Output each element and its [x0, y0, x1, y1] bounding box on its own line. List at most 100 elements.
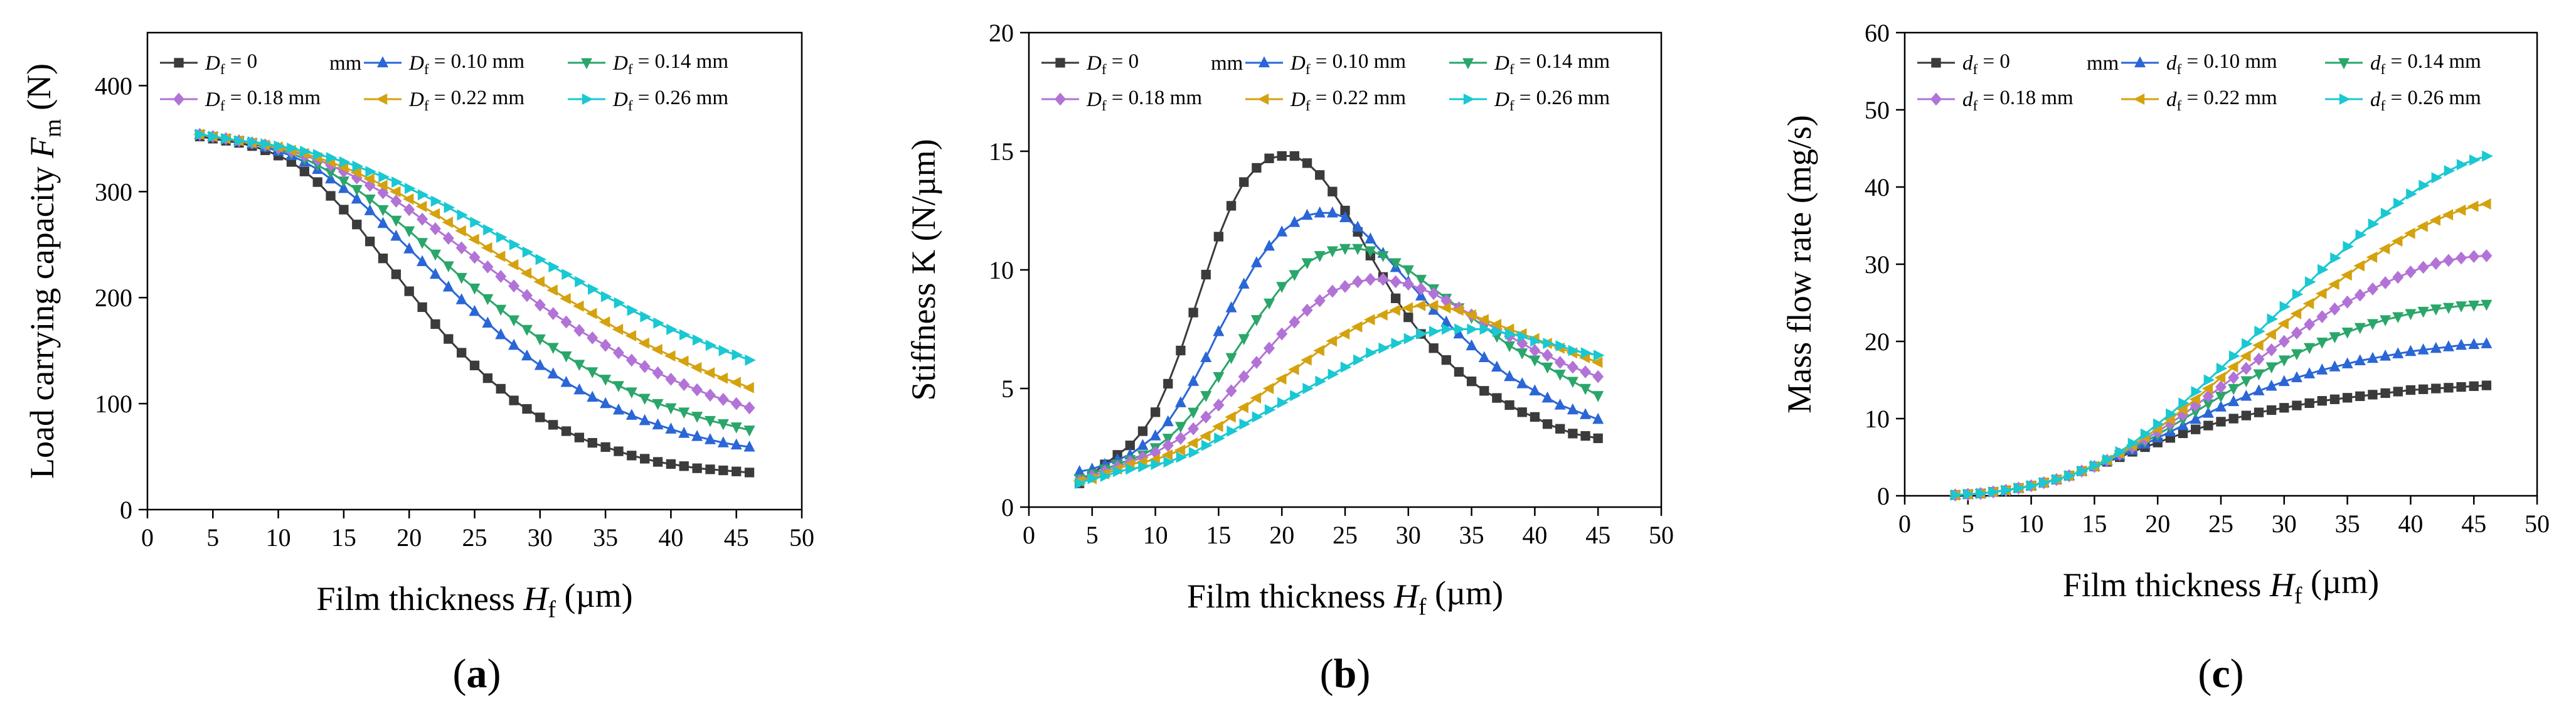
data-point: [2430, 257, 2442, 270]
data-point: [1199, 430, 1211, 442]
data-point: [402, 193, 414, 205]
x-tick-label: 20: [1269, 521, 1294, 549]
data-point: [442, 261, 454, 272]
x-axis-title-part: f: [548, 596, 556, 623]
data-point: [730, 422, 742, 434]
data-point: [1477, 314, 1489, 326]
data-point: [2417, 260, 2429, 274]
legend-label-part: D: [1494, 88, 1509, 111]
data-point: [2329, 360, 2341, 372]
data-point: [1138, 461, 1149, 473]
data-point: [2304, 343, 2316, 355]
data-point: [2456, 338, 2467, 350]
data-point: [1479, 386, 1489, 396]
data-point: [625, 409, 637, 420]
data-point: [1225, 411, 1236, 423]
data-point: [2265, 362, 2277, 373]
data-point: [1391, 338, 1402, 350]
legend-entry-6: Df = 0.26 mm: [568, 87, 728, 114]
data-point: [2291, 326, 2302, 340]
data-point: [1529, 344, 1541, 357]
legend-label-part: = 0.14 mm: [2385, 50, 2481, 73]
data-point: [1592, 391, 1604, 402]
legend-label-part: = 0.14 mm: [633, 50, 729, 73]
data-point: [2482, 150, 2493, 162]
data-point: [653, 317, 664, 329]
data-point: [614, 446, 624, 456]
data-point: [469, 360, 480, 370]
legend-label: Df = 0.22 mm: [408, 87, 524, 114]
x-axis-title-part: Film thickness: [2063, 566, 2270, 604]
y-tick-label: 200: [95, 284, 132, 312]
data-point: [2090, 460, 2101, 472]
data-point: [403, 242, 415, 254]
data-point: [521, 324, 533, 336]
legend-label-part: D: [1086, 88, 1102, 111]
legend-entry-3: Df = 0.14 mm: [568, 50, 728, 77]
legend-marker: [2339, 94, 2351, 105]
data-point: [1951, 489, 1962, 501]
data-point: [287, 142, 298, 154]
data-point: [364, 178, 376, 192]
data-point: [2354, 354, 2366, 365]
data-point: [2215, 392, 2227, 403]
data-point: [1555, 424, 1565, 434]
y-axis-title-part: F: [23, 137, 61, 159]
data-point: [508, 315, 520, 327]
data-point: [1213, 399, 1225, 412]
data-point: [2380, 207, 2392, 219]
data-point: [1963, 488, 1975, 500]
legend-marker: [376, 94, 388, 105]
data-point: [2468, 338, 2480, 350]
y-axis-title-part: Stiffness K (N/µm): [905, 139, 942, 400]
y-axis-title: Mass flow rate (mg/s): [1780, 115, 1818, 413]
x-axis-title-part: Film thickness: [316, 580, 523, 618]
legend-entry-6: Df = 0.26 mm: [1449, 87, 1610, 114]
legend-label-part: D: [612, 88, 628, 111]
legend-label-part: = 0.18 mm: [225, 87, 321, 109]
x-tick-label: 40: [1522, 521, 1547, 549]
data-point: [2456, 159, 2468, 171]
legend-label: Df = 0: [205, 50, 257, 77]
data-point: [1592, 370, 1604, 383]
data-point: [600, 397, 612, 409]
data-point: [600, 375, 612, 386]
data-point: [625, 353, 637, 367]
data-point: [732, 349, 743, 361]
data-point: [587, 390, 599, 402]
x-tick-label: 10: [266, 523, 291, 552]
data-point: [1516, 348, 1528, 360]
x-axis-title-part: (µm): [556, 577, 633, 614]
data-point: [2355, 229, 2367, 241]
data-point: [2456, 251, 2467, 265]
legend-label-part: f: [1306, 97, 1311, 114]
data-point: [2392, 270, 2404, 284]
data-point: [612, 323, 624, 335]
data-point: [1073, 464, 1085, 476]
data-point: [417, 238, 428, 249]
legend-label-part: f: [1102, 97, 1107, 114]
data-point: [457, 209, 468, 221]
data-point: [679, 461, 689, 471]
data-point: [2201, 383, 2213, 395]
data-point: [1238, 334, 1250, 345]
data-point: [1151, 458, 1162, 470]
data-point: [1226, 201, 1237, 211]
y-tick-label: 300: [95, 178, 132, 206]
legend-entry-4: Df = 0.18 mm: [160, 87, 321, 114]
panel-label-part: b: [1334, 651, 1357, 697]
data-point: [1174, 396, 1186, 407]
legend-label-part: d: [2370, 88, 2381, 111]
data-point: [2153, 418, 2164, 430]
data-point: [2278, 375, 2290, 387]
chart-panel-1: 0 5 10 15 20 25 30 35 40 45 50 0 100 200 300 400 Film th…: [20, 31, 814, 697]
data-point: [612, 346, 624, 360]
data-point: [2189, 393, 2200, 405]
legend-entry-3: Df = 0.14 mm: [1449, 50, 1610, 77]
x-axis-title: Film thickness Hf (µm): [316, 577, 632, 623]
legend-label-part: f: [1509, 97, 1514, 114]
data-point: [2380, 350, 2392, 361]
data-point: [2315, 287, 2327, 299]
data-point: [391, 176, 403, 188]
